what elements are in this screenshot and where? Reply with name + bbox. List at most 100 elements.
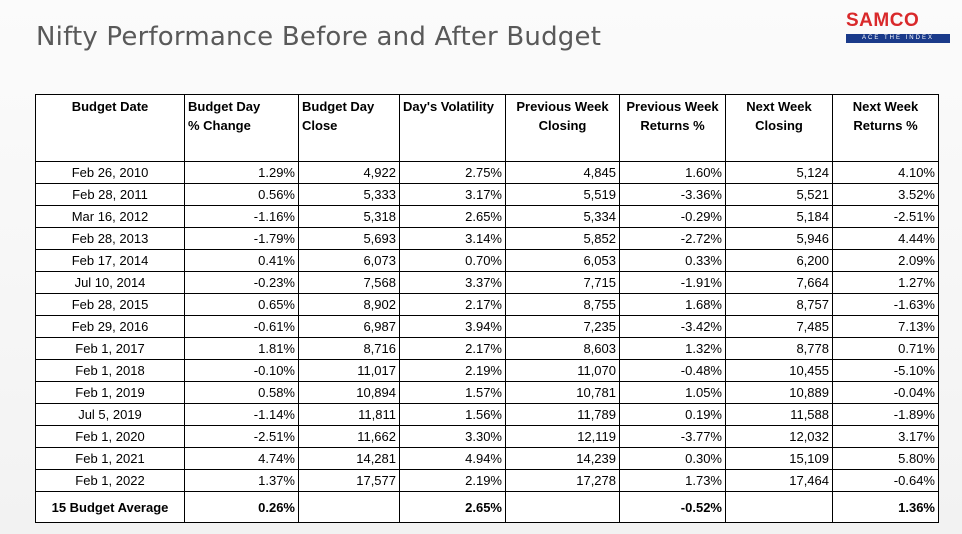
header-previous-week-closing: Previous Week Closing [505,94,620,162]
table-row: Feb 1, 2022 1.37% 17,577 2.19% 17,278 1.73% 17… [35,469,939,492]
cell-previous-week-closing: 8,603 [505,337,620,360]
header-budget-day-change: Budget Day% Change [184,94,299,162]
cell-next-week-returns: 2.09% [832,249,939,272]
cell-previous-week-returns: -3.77% [619,425,726,448]
table-row: Feb 28, 2011 0.56% 5,333 3.17% 5,519 -3.36% 5,… [35,183,939,206]
cell-budget-day-close: 4,922 [298,161,400,184]
cell-previous-week-closing: 12,119 [505,425,620,448]
cell-days-volatility: 4.94% [399,447,506,470]
cell-next-week-closing: 5,124 [725,161,833,184]
cell-budget-date: Jul 10, 2014 [35,271,185,294]
cell-previous-week-closing: 7,715 [505,271,620,294]
cell-budget-day-close: 6,987 [298,315,400,338]
average-previous-week-closing [505,491,620,523]
cell-budget-date: Feb 17, 2014 [35,249,185,272]
budget-performance-table: Budget Date Budget Day% Change Budget Da… [35,94,939,523]
cell-days-volatility: 3.94% [399,315,506,338]
cell-days-volatility: 3.37% [399,271,506,294]
cell-previous-week-closing: 4,845 [505,161,620,184]
cell-budget-date: Feb 26, 2010 [35,161,185,184]
cell-budget-day-change: -0.23% [184,271,299,294]
table-row: Feb 1, 2017 1.81% 8,716 2.17% 8,603 1.32% 8,77… [35,337,939,360]
cell-budget-date: Feb 28, 2015 [35,293,185,316]
header-next-week-closing: Next Week Closing [725,94,833,162]
table-row: Jul 10, 2014 -0.23% 7,568 3.37% 7,715 -1.91% 7… [35,271,939,294]
cell-budget-day-change: -1.14% [184,403,299,426]
cell-next-week-returns: -5.10% [832,359,939,382]
cell-previous-week-closing: 10,781 [505,381,620,404]
cell-previous-week-returns: 1.05% [619,381,726,404]
cell-budget-date: Feb 28, 2011 [35,183,185,206]
table-row: Jul 5, 2019 -1.14% 11,811 1.56% 11,789 0.19% 1… [35,403,939,426]
average-next-week-closing [725,491,833,523]
table-row: Feb 17, 2014 0.41% 6,073 0.70% 6,053 0.33% 6,2… [35,249,939,272]
cell-days-volatility: 2.65% [399,205,506,228]
cell-days-volatility: 0.70% [399,249,506,272]
cell-next-week-returns: -2.51% [832,205,939,228]
cell-budget-date: Feb 1, 2022 [35,469,185,492]
average-previous-week-returns: -0.52% [619,491,726,523]
cell-next-week-returns: 4.10% [832,161,939,184]
average-label: 15 Budget Average [35,491,185,523]
cell-budget-date: Jul 5, 2019 [35,403,185,426]
page-title: Nifty Performance Before and After Budge… [36,22,602,52]
cell-budget-day-change: 1.37% [184,469,299,492]
cell-days-volatility: 3.17% [399,183,506,206]
cell-budget-day-close: 5,318 [298,205,400,228]
cell-next-week-returns: -0.64% [832,469,939,492]
cell-budget-day-change: 1.29% [184,161,299,184]
cell-budget-day-close: 6,073 [298,249,400,272]
cell-budget-date: Feb 1, 2021 [35,447,185,470]
cell-budget-day-close: 5,693 [298,227,400,250]
cell-previous-week-closing: 6,053 [505,249,620,272]
cell-budget-day-close: 11,811 [298,403,400,426]
table-row: Feb 28, 2013 -1.79% 5,693 3.14% 5,852 -2.72% 5… [35,227,939,250]
cell-previous-week-returns: 0.30% [619,447,726,470]
table-row: Feb 1, 2020 -2.51% 11,662 3.30% 12,119 -3.77%… [35,425,939,448]
cell-budget-day-close: 8,902 [298,293,400,316]
cell-budget-day-change: 0.41% [184,249,299,272]
table-row: Mar 16, 2012 -1.16% 5,318 2.65% 5,334 -0.29% 5… [35,205,939,228]
cell-next-week-returns: 7.13% [832,315,939,338]
header-days-volatility: Day's Volatility [399,94,506,162]
cell-budget-day-close: 17,577 [298,469,400,492]
cell-previous-week-closing: 7,235 [505,315,620,338]
cell-previous-week-closing: 5,852 [505,227,620,250]
cell-budget-day-close: 10,894 [298,381,400,404]
cell-days-volatility: 1.57% [399,381,506,404]
table-row: Feb 1, 2019 0.58% 10,894 1.57% 10,781 1.05% 10… [35,381,939,404]
cell-previous-week-returns: -0.48% [619,359,726,382]
header-previous-week-returns: Previous Week Returns % [619,94,726,162]
cell-budget-date: Feb 29, 2016 [35,315,185,338]
cell-next-week-closing: 5,184 [725,205,833,228]
cell-days-volatility: 3.30% [399,425,506,448]
cell-previous-week-returns: 1.68% [619,293,726,316]
logo-tagline: ACE THE INDEX [846,34,950,43]
cell-budget-day-change: 0.65% [184,293,299,316]
cell-next-week-returns: -1.89% [832,403,939,426]
average-budget-day-close [298,491,400,523]
logo-wordmark: SAMCO [846,10,920,31]
cell-days-volatility: 2.17% [399,337,506,360]
cell-previous-week-returns: 0.19% [619,403,726,426]
header-next-week-returns: Next Week Returns % [832,94,939,162]
cell-next-week-closing: 8,757 [725,293,833,316]
cell-previous-week-closing: 11,789 [505,403,620,426]
cell-next-week-closing: 10,889 [725,381,833,404]
cell-budget-date: Feb 28, 2013 [35,227,185,250]
cell-previous-week-returns: -3.42% [619,315,726,338]
cell-budget-date: Feb 1, 2019 [35,381,185,404]
cell-budget-day-change: -2.51% [184,425,299,448]
cell-previous-week-closing: 17,278 [505,469,620,492]
header-row: Budget Date Budget Day% Change Budget Da… [35,94,939,162]
average-days-volatility: 2.65% [399,491,506,523]
cell-budget-day-change: -0.10% [184,359,299,382]
table-row: Feb 29, 2016 -0.61% 6,987 3.94% 7,235 -3.42% 7… [35,315,939,338]
cell-days-volatility: 1.56% [399,403,506,426]
table-row: Feb 1, 2018 -0.10% 11,017 2.19% 11,070 -0.48%… [35,359,939,382]
cell-days-volatility: 2.19% [399,359,506,382]
samco-logo: SAMCO ACE THE INDEX [846,10,950,46]
cell-budget-date: Feb 1, 2017 [35,337,185,360]
cell-previous-week-returns: -0.29% [619,205,726,228]
cell-next-week-closing: 5,521 [725,183,833,206]
